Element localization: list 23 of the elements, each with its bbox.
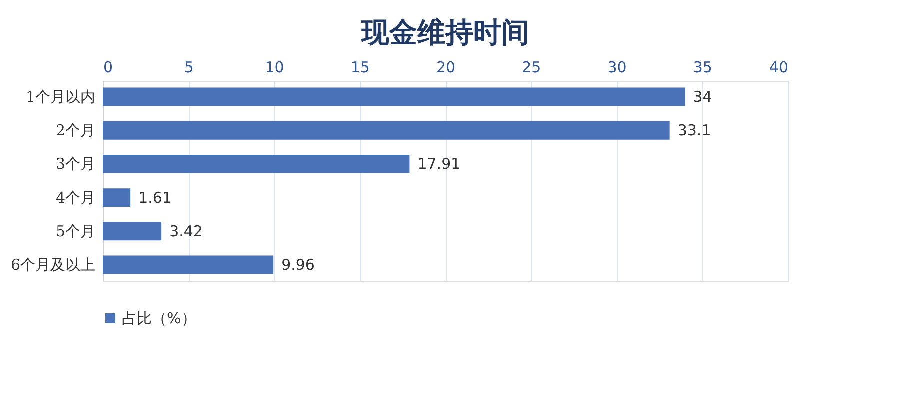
x-tick-label: 0 (104, 58, 114, 76)
data-label: 1.61 (138, 188, 172, 207)
x-tick-label: 10 (265, 58, 284, 76)
x-tick-label: 35 (693, 58, 712, 76)
legend-label: 占比（%） (122, 310, 196, 328)
x-tick-label: 5 (184, 58, 194, 76)
data-label: 34 (693, 88, 712, 106)
y-tick-label: 5个月 (56, 222, 96, 240)
data-label: 17.91 (418, 155, 461, 174)
x-tick-label: 30 (608, 58, 627, 76)
data-label: 9.96 (282, 256, 315, 274)
x-tick-label: 15 (350, 58, 370, 76)
y-tick-label: 4个月 (56, 188, 96, 207)
y-tick-label: 6个月及以上 (10, 256, 96, 274)
x-tick-label: 25 (522, 58, 542, 76)
y-tick-label: 2个月 (56, 122, 96, 140)
y-tick-label: 3个月 (56, 155, 96, 174)
y-tick-label: 1个月以内 (26, 88, 96, 106)
data-label: 33.1 (678, 122, 712, 140)
x-tick-label: 40 (769, 58, 788, 76)
data-label: 3.42 (170, 222, 203, 240)
chart-title: 现金维持时间 (360, 16, 530, 49)
x-tick-label: 20 (436, 58, 456, 76)
